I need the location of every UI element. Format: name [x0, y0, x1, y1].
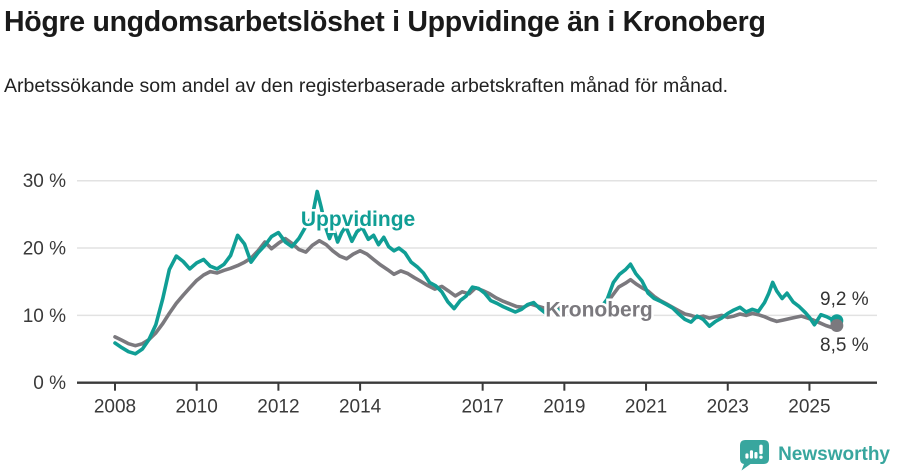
series-line-uppvidinge — [113, 189, 839, 356]
x-axis-tick-label: 2017 — [462, 397, 504, 418]
y-axis-tick-label: 30 % — [23, 171, 66, 192]
line-chart: 0 % 10 % 20 % 30 % 2008 2010 2012 2014 2017 2019 2… — [23, 171, 877, 418]
chart-subtitle: Arbetssökande som andel av den registerb… — [4, 75, 729, 97]
series-label-kronoberg: Kronoberg — [545, 299, 652, 322]
series-line-kronoberg — [113, 236, 839, 348]
x-axis-tick-label: 2010 — [176, 397, 218, 418]
newsworthy-logo-icon — [740, 440, 770, 471]
x-axis-tick-label: 2012 — [257, 397, 299, 418]
y-axis-tick-label: 20 % — [23, 239, 66, 260]
x-axis-tick-label: 2023 — [707, 397, 749, 418]
series-label-uppvidinge: Uppvidinge — [301, 208, 415, 231]
x-axis-tick-label: 2025 — [788, 397, 830, 418]
brand-footer: Newsworthy — [739, 439, 890, 471]
series-end-dot-kronoberg — [830, 318, 844, 332]
x-axis-tick-label: 2021 — [625, 397, 667, 418]
y-axis-tick-label: 10 % — [23, 306, 66, 327]
page-title: Högre ungdomsarbetslöshet i Uppvidinge ä… — [4, 6, 766, 38]
x-axis-tick-label: 2008 — [94, 397, 136, 418]
brand-name: Newsworthy — [778, 444, 890, 465]
x-axis-tick-label: 2019 — [543, 397, 585, 418]
y-axis-tick-label: 0 % — [33, 373, 66, 394]
end-value-label: 9,2 % — [820, 289, 869, 310]
x-axis-tick-label: 2014 — [339, 397, 382, 418]
end-value-label: 8,5 % — [820, 335, 869, 356]
